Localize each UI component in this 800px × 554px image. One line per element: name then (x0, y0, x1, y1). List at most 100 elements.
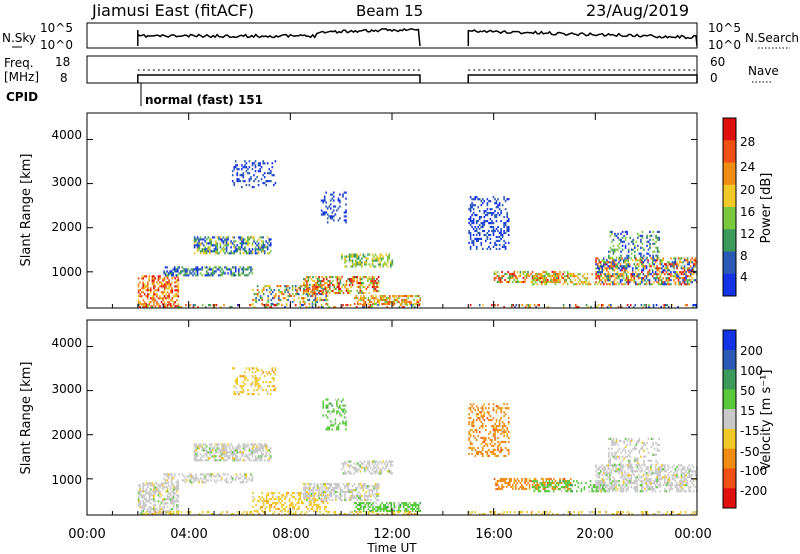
echo-cell (183, 268, 185, 271)
echo-cell (284, 496, 286, 499)
echo-cell (159, 305, 161, 308)
echo-cell (556, 280, 558, 284)
echo-cell (534, 484, 537, 487)
echo-cell (537, 488, 540, 491)
echo-cell (410, 504, 412, 507)
echo-cell (260, 387, 263, 390)
echo-cell (475, 430, 478, 434)
echo-cell (308, 302, 311, 306)
echo-cell (385, 300, 388, 304)
echo-cell (622, 273, 625, 276)
echo-cell (615, 248, 618, 251)
echo-cell (257, 180, 260, 183)
echo-cell (153, 496, 155, 499)
echo-cell (157, 275, 160, 278)
echo-cell (335, 490, 337, 494)
echo-cell (580, 482, 583, 485)
echo-cell (288, 293, 291, 296)
echo-cell (396, 300, 399, 304)
echo-cell (554, 479, 557, 483)
echo-cell (368, 464, 371, 467)
echo-cell (311, 295, 314, 298)
echo-cell (176, 504, 178, 507)
echo-cell (150, 506, 152, 509)
echo-cell (265, 289, 268, 292)
echo-cell (315, 287, 317, 291)
echo-cell (312, 492, 314, 496)
echo-cell (494, 210, 496, 213)
echo-cell (139, 484, 141, 487)
echo-cell (646, 244, 648, 247)
echo-cell (322, 291, 325, 295)
echo-cell (252, 492, 254, 495)
echo-cell (359, 496, 362, 500)
echo-cell (599, 488, 602, 491)
echo-cell (254, 379, 257, 382)
echo-cell (483, 223, 486, 227)
echo-cell (612, 480, 614, 483)
echo-cell (313, 285, 316, 289)
echo-cell (168, 492, 170, 495)
echo-cell (575, 306, 577, 309)
echo-cell (263, 459, 266, 462)
echo-cell (339, 490, 342, 494)
echo-cell (290, 504, 292, 507)
echo-cell (209, 250, 211, 253)
echo-cell (249, 304, 251, 307)
echo-cell (485, 214, 487, 217)
echo-cell (328, 306, 331, 309)
echo-cell (609, 476, 611, 479)
echo-cell (471, 239, 473, 242)
echo-cell (238, 168, 240, 171)
echo-cell (254, 164, 257, 167)
echo-cell (648, 269, 651, 272)
echo-cell (599, 470, 602, 473)
echo-cell (172, 295, 175, 298)
echo-cell (402, 504, 405, 507)
echo-cell (198, 248, 200, 251)
echo-cell (154, 305, 157, 308)
echo-cell (233, 166, 235, 169)
echo-cell (205, 449, 208, 452)
echo-cell (522, 280, 525, 284)
echo-cell (176, 490, 178, 493)
echo-cell (163, 306, 166, 309)
echo-cell (492, 432, 495, 436)
echo-cell (236, 383, 238, 386)
echo-cell (360, 504, 362, 507)
echo-cell (531, 280, 534, 284)
echo-cell (164, 274, 167, 277)
echo-cell (314, 297, 317, 300)
echo-cell (389, 502, 391, 505)
echo-cell (222, 270, 225, 273)
echo-cell (477, 409, 479, 412)
echo-cell (165, 281, 167, 284)
echo-cell (154, 488, 157, 491)
echo-cell (137, 496, 140, 499)
echo-cell (258, 496, 260, 499)
echo-cell (591, 488, 593, 491)
echo-cell (213, 479, 216, 482)
echo-cell (372, 502, 374, 505)
echo-cell (166, 277, 169, 280)
echo-cell (215, 246, 217, 249)
echo-cell (271, 166, 274, 169)
echo-cell (259, 164, 261, 167)
echo-cell (154, 285, 157, 288)
echo-cell (350, 498, 352, 502)
echo-cell (615, 283, 617, 286)
echo-cell (307, 280, 310, 283)
echo-cell (259, 449, 261, 452)
echo-cell (262, 240, 264, 243)
echo-cell (231, 252, 234, 255)
echo-cell (374, 289, 377, 293)
echo-cell (241, 242, 243, 245)
echo-cell (251, 242, 254, 245)
echo-cell (339, 287, 342, 291)
echo-cell (583, 488, 586, 491)
echo-cell (643, 254, 645, 257)
echo-cell (348, 470, 351, 473)
echo-cell (239, 477, 242, 480)
echo-cell (319, 282, 322, 285)
echo-cell (644, 259, 646, 262)
